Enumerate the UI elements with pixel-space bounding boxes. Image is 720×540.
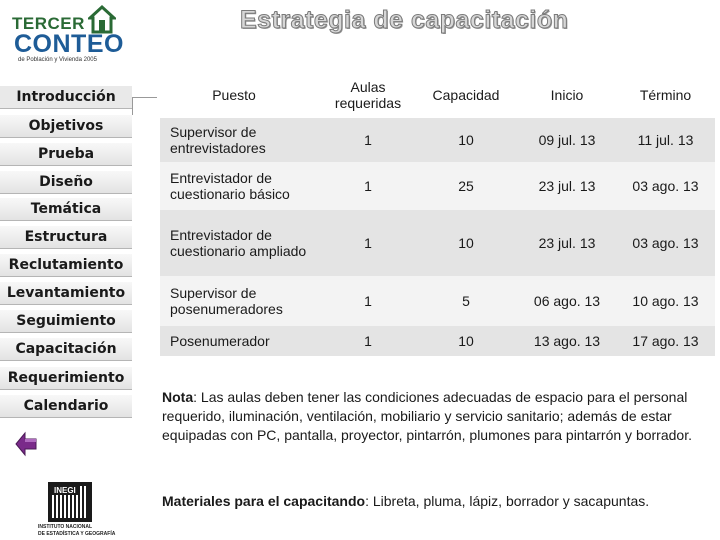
cell-termino: 10 ago. 13 xyxy=(632,293,699,309)
conteo-logo: TERCER CONTEO de Población y Vivienda 20… xyxy=(8,4,124,68)
logo-line2: CONTEO xyxy=(14,30,124,58)
cell-inicio: 23 jul. 13 xyxy=(538,235,596,251)
divider xyxy=(132,97,133,115)
cell-capacidad: 5 xyxy=(462,293,470,309)
header-inicio: Inicio xyxy=(550,87,584,103)
house-icon xyxy=(88,4,116,34)
materials-label: Materiales para el capacitando xyxy=(162,493,366,509)
inegi-tag: INEGI xyxy=(52,486,78,495)
sidebar-item-objetivos[interactable]: Objetivos xyxy=(0,115,132,138)
cell-capacidad: 10 xyxy=(458,132,474,148)
note-paragraph: Nota: Las aulas deben tener las condicio… xyxy=(162,388,710,445)
cell-termino: 03 ago. 13 xyxy=(632,235,699,251)
table-row: Supervisor de posenumeradores 1 5 06 ago… xyxy=(160,276,715,326)
cell-aulas: 1 xyxy=(364,235,372,251)
cell-puesto: Entrevistador de cuestionario ampliado xyxy=(170,227,307,259)
inegi-label-line1: INSTITUTO NACIONAL xyxy=(38,524,93,530)
sidebar-item-prueba[interactable]: Prueba xyxy=(0,143,132,166)
sidebar-item-capacitacion[interactable]: Capacitación xyxy=(0,338,132,361)
cell-capacidad: 10 xyxy=(458,333,474,349)
cell-inicio: 23 jul. 13 xyxy=(538,178,596,194)
cell-aulas: 1 xyxy=(364,132,372,148)
materials-paragraph: Materiales para el capacitando: Libreta,… xyxy=(162,492,710,511)
inegi-label: INSTITUTO NACIONAL DE ESTADÍSTICA Y GEOG… xyxy=(38,524,115,538)
cell-inicio: 06 ago. 13 xyxy=(533,293,601,309)
logo-line1: TERCER xyxy=(12,14,85,33)
cell-aulas: 1 xyxy=(364,293,372,309)
sidebar-item-requerimiento[interactable]: Requerimiento xyxy=(0,367,132,390)
logo-line3: de Población y Vivienda 2005 xyxy=(18,57,97,63)
sidebar-item-introduccion[interactable]: Introducción xyxy=(0,86,132,109)
header-termino: Término xyxy=(639,87,692,103)
inegi-emblem xyxy=(48,482,92,522)
header-puesto: Puesto xyxy=(212,87,256,103)
sidebar-item-tematica[interactable]: Temática xyxy=(0,198,132,221)
cell-capacidad: 10 xyxy=(458,235,474,251)
sidebar-item-estructura[interactable]: Estructura xyxy=(0,226,132,249)
cell-termino: 03 ago. 13 xyxy=(632,178,699,194)
table-row: Entrevistador de cuestionario básico 1 2… xyxy=(160,162,715,210)
cell-puesto: Supervisor de posenumeradores xyxy=(170,285,283,317)
inegi-logo: INEGI INSTITUTO NACIONAL DE ESTADÍSTICA … xyxy=(38,482,124,540)
page-title: Estrategia de capacitación xyxy=(240,6,569,35)
cell-puesto: Supervisor de entrevistadores xyxy=(170,124,266,156)
table-row: Supervisor de entrevistadores 1 10 09 ju… xyxy=(160,118,715,162)
cell-inicio: 09 jul. 13 xyxy=(538,132,596,148)
table-header: Puesto Aulas requeridas Capacidad Inicio… xyxy=(160,72,715,118)
cell-aulas: 1 xyxy=(364,333,372,349)
sidebar-item-diseno[interactable]: Diseño xyxy=(0,171,132,194)
cell-puesto: Entrevistador de cuestionario básico xyxy=(170,170,290,202)
sidebar-item-reclutamiento[interactable]: Reclutamiento xyxy=(0,254,132,277)
header-aulas: Aulas requeridas xyxy=(334,79,402,111)
sidebar-item-levantamiento[interactable]: Levantamiento xyxy=(0,282,132,305)
note-text: : Las aulas deben tener las condiciones … xyxy=(162,389,692,443)
materials-text: : Libreta, pluma, lápiz, borrador y saca… xyxy=(365,493,650,509)
inegi-label-line2: DE ESTADÍSTICA Y GEOGRAFÍA xyxy=(38,531,116,537)
divider xyxy=(133,97,157,98)
capacitacion-table: Puesto Aulas requeridas Capacidad Inicio… xyxy=(160,72,715,356)
note-label: Nota xyxy=(162,389,194,405)
header-capacidad: Capacidad xyxy=(432,87,500,103)
cell-inicio: 13 ago. 13 xyxy=(533,333,601,349)
cell-termino: 17 ago. 13 xyxy=(632,333,699,349)
table-row: Posenumerador 1 10 13 ago. 13 17 ago. 13 xyxy=(160,326,715,356)
cell-termino: 11 jul. 13 xyxy=(637,132,694,148)
cell-puesto: Posenumerador xyxy=(170,333,270,349)
table-row: Entrevistador de cuestionario ampliado 1… xyxy=(160,210,715,276)
back-button[interactable] xyxy=(14,430,38,458)
cell-capacidad: 25 xyxy=(458,178,474,194)
sidebar-nav: Introducción Objetivos Prueba Diseño Tem… xyxy=(0,80,157,540)
sidebar-item-seguimiento[interactable]: Seguimiento xyxy=(0,310,132,333)
cell-aulas: 1 xyxy=(364,178,372,194)
sidebar-item-calendario[interactable]: Calendario xyxy=(0,395,132,418)
back-arrow-icon xyxy=(15,431,37,457)
